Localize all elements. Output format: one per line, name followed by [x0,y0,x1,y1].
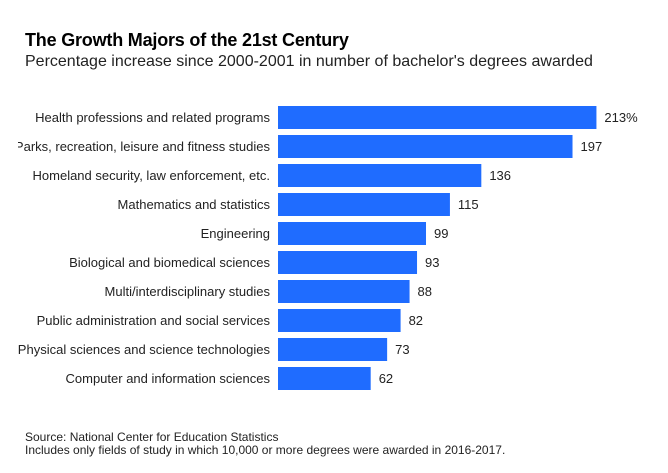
bar [278,251,418,274]
value-label: 73 [395,342,409,357]
bar [278,135,573,158]
source-note: Source: National Center for Education St… [25,430,279,444]
value-label: 115 [458,197,479,212]
chart-title: The Growth Majors of the 21st Century [25,30,349,50]
bar [278,222,427,245]
category-label: Parks, recreation, leisure and fitness s… [15,139,271,154]
value-label: 136 [489,168,511,183]
category-label: Health professions and related programs [35,110,270,125]
footnote: Includes only fields of study in which 1… [25,443,506,457]
bar [278,193,450,216]
value-label: 93 [425,255,439,270]
chart-footer: Source: National Center for Education St… [25,431,505,457]
value-label: 88 [418,284,432,299]
bar [278,280,410,303]
value-label: 99 [434,226,448,241]
category-label: Public administration and social service… [37,313,271,328]
category-label: Biological and biomedical sciences [69,255,270,270]
value-label: 213% [604,110,638,125]
bar [278,164,482,187]
value-label: 82 [409,313,423,328]
category-label: Multi/interdisciplinary studies [105,284,271,299]
chart-subtitle: Percentage increase since 2000-2001 in n… [25,53,593,70]
bar [278,309,401,332]
category-label: Mathematics and statistics [118,197,271,212]
category-label: Engineering [201,226,270,241]
bar [278,338,388,361]
bar [278,106,597,129]
category-label: Physical sciences and science technologi… [18,342,271,357]
bar [278,367,371,390]
value-label: 62 [379,371,393,386]
value-label: 197 [581,139,603,154]
category-label: Homeland security, law enforcement, etc. [33,168,270,183]
category-label: Computer and information sciences [66,371,271,386]
